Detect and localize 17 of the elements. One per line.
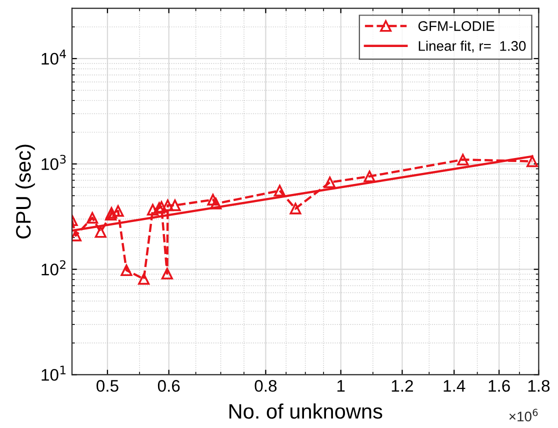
y-tick-label: 10$^{4}$ xyxy=(42,50,66,65)
x-tick-label: 0.6 xyxy=(158,380,180,392)
legend-label: Linear fit, r= 1.30 xyxy=(418,40,526,53)
x-tick-label: 1 xyxy=(337,380,345,392)
y-tick-label: 10$^{1}$ xyxy=(42,366,66,381)
x-tick-label: 1.6 xyxy=(488,380,510,392)
y-tick-label: 10$^{2}$ xyxy=(42,260,66,276)
y-tick-label: 10$^{3}$ xyxy=(42,154,66,170)
x-tick-label: 0.8 xyxy=(254,380,277,392)
x-axis-title: No. of unknowns xyxy=(229,403,382,419)
x-tick-label: 0.5 xyxy=(96,380,118,392)
legend-label: GFM-LODIE xyxy=(418,21,494,31)
text: ×10$^{6}$ xyxy=(509,408,538,422)
x-tick-label: 1.8 xyxy=(528,380,550,392)
x-tick-label: 1.4 xyxy=(444,380,466,392)
y-axis-title: CPU (sec) xyxy=(15,144,35,238)
x-tick-label: 1.2 xyxy=(392,380,413,392)
